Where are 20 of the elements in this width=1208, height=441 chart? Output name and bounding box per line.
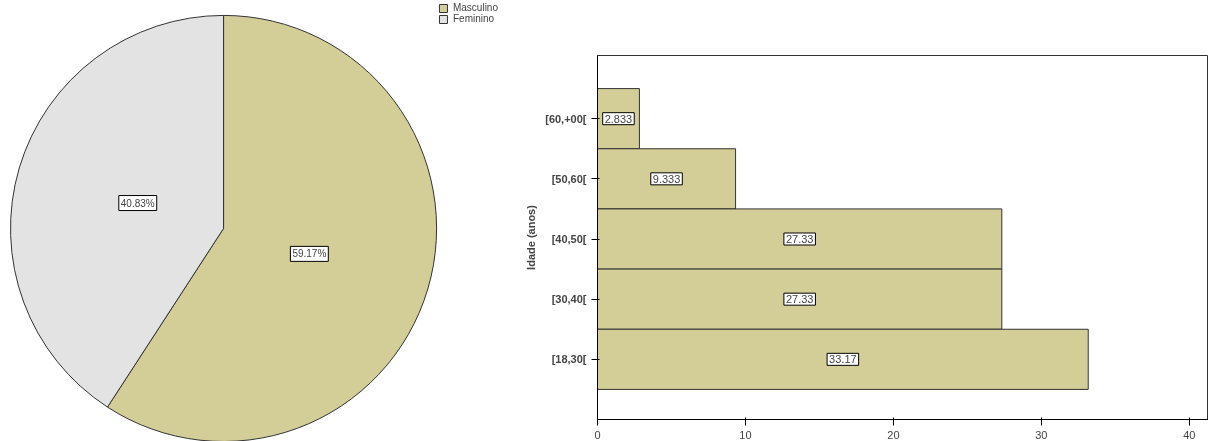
data-label: 9.333	[652, 172, 681, 185]
data-label: 40.83%	[120, 197, 155, 209]
data-label: 27.33	[785, 233, 814, 245]
y-tick-label: [18,30[	[551, 353, 587, 366]
x-tick-label: 0	[594, 428, 601, 441]
y-tick-label: [50,60[	[551, 172, 587, 185]
data-label: 2.833	[604, 112, 633, 125]
legend-label: Feminino	[452, 13, 495, 24]
x-tick-label: 20	[887, 428, 900, 441]
data-label: 27.33	[785, 293, 814, 306]
x-tick-label: 10	[739, 428, 752, 441]
data-label: 59.17%	[292, 248, 327, 260]
legend-label: Masculino	[452, 2, 498, 13]
y-tick-label: [30,40[	[551, 293, 587, 306]
data-label: 33.17	[829, 353, 857, 366]
x-tick-label: 40	[1183, 428, 1196, 441]
y-axis-title: Idade (anos)	[525, 204, 538, 270]
y-tick-label: [60,+00[	[545, 112, 587, 125]
x-tick-label: 30	[1035, 428, 1048, 441]
y-tick-label: [40,50[	[551, 233, 587, 245]
